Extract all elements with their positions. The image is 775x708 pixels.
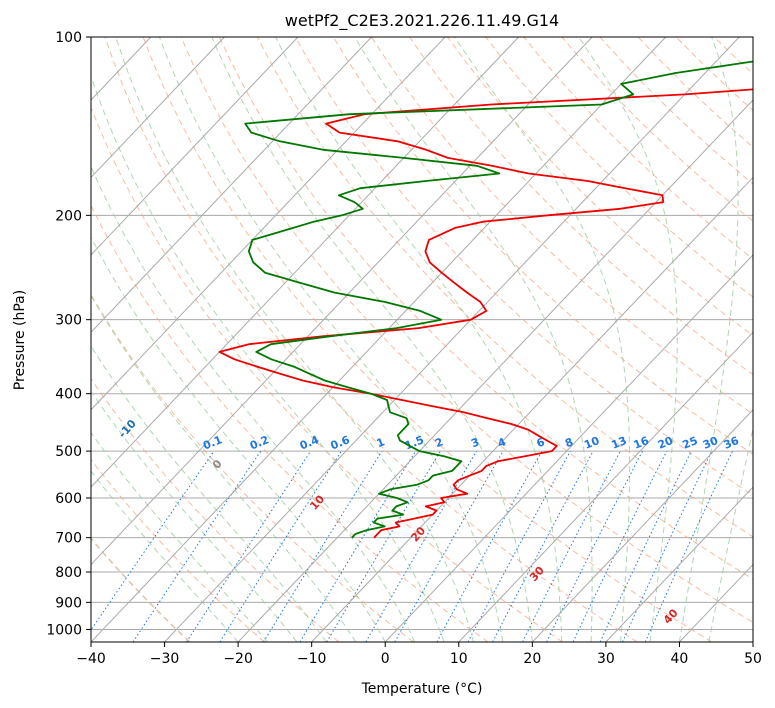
isotherm-line bbox=[91, 37, 667, 642]
dry-adiabat-line bbox=[142, 37, 713, 642]
mixing-ratio-line bbox=[186, 450, 312, 642]
mixing-ratio-label: 10 bbox=[582, 434, 601, 452]
isotherm-line bbox=[91, 37, 299, 256]
mixing-ratio-label: 8 bbox=[563, 435, 575, 450]
moist-adiabat-line bbox=[354, 37, 593, 642]
dry-adiabat-line bbox=[371, 37, 753, 415]
isotherm-line bbox=[531, 408, 753, 642]
y-tick-label: 200 bbox=[55, 208, 82, 224]
isotherm-line bbox=[458, 331, 753, 642]
x-tick-label: 50 bbox=[744, 651, 762, 667]
isotherm-line bbox=[605, 486, 753, 642]
dry-adiabat-line bbox=[91, 106, 563, 642]
x-axis: −40 −30 −20 −10 0 10 20 30 40 50 bbox=[76, 642, 762, 667]
y-tick-label: 400 bbox=[55, 387, 82, 403]
dry-adiabat-line bbox=[332, 37, 753, 455]
mixing-ratio-label: 20 bbox=[656, 434, 675, 452]
dry-adiabat-line bbox=[256, 37, 753, 538]
mixing-ratio-line bbox=[436, 450, 543, 642]
y-tick-label: 900 bbox=[55, 595, 82, 611]
y-tick-label: 700 bbox=[55, 531, 82, 547]
y-tick-label: 100 bbox=[55, 30, 82, 46]
mixing-ratio-label: 30 bbox=[701, 434, 720, 452]
x-tick-label: 0 bbox=[381, 651, 390, 667]
isotherm-line bbox=[384, 254, 753, 642]
moist-adiabat-line bbox=[91, 74, 445, 642]
mixing-ratio-label: 1 bbox=[375, 435, 387, 450]
mixing-ratio-label: 2 bbox=[433, 435, 445, 450]
isotherm-line bbox=[91, 37, 520, 488]
mixing-ratio-label: 25 bbox=[681, 434, 700, 452]
isotherm-line bbox=[91, 37, 225, 179]
mixing-ratio-line bbox=[219, 450, 342, 642]
x-tick-label: 30 bbox=[597, 651, 615, 667]
moist-adiabat-line bbox=[708, 426, 753, 642]
y-tick-label: 500 bbox=[55, 444, 82, 460]
moist-adiabat-line bbox=[211, 37, 533, 642]
mixing-ratio-line bbox=[546, 450, 643, 642]
mixing-ratio-line bbox=[572, 450, 668, 642]
dry-adiabat-line bbox=[104, 37, 638, 642]
x-tick-label: −10 bbox=[297, 651, 327, 667]
moist-adiabat-line bbox=[91, 345, 327, 642]
y-tick-label: 1000 bbox=[46, 622, 82, 638]
moist-adiabat-line bbox=[91, 236, 386, 642]
moist-adiabat-line bbox=[275, 37, 563, 642]
mixing-ratio-line bbox=[394, 450, 504, 642]
moist-adiabats bbox=[91, 37, 753, 642]
y-tick-label: 300 bbox=[55, 313, 82, 329]
y-axis-title: Pressure (hPa) bbox=[12, 290, 28, 390]
temperature-profile bbox=[218, 88, 753, 539]
moist-adiabat-line bbox=[578, 37, 678, 642]
isotherm-line bbox=[0, 37, 4, 642]
x-tick-label: −20 bbox=[223, 651, 253, 667]
plot-frame bbox=[90, 36, 754, 643]
dry-adiabat-line bbox=[409, 37, 753, 376]
moist-adiabat-line bbox=[159, 37, 504, 642]
mixing-ratio-label: 3 bbox=[469, 435, 481, 450]
plot-area: -100-90-80-70-60-50-40-30-20-10010203040… bbox=[0, 37, 753, 642]
dewpoint-profile bbox=[244, 60, 753, 539]
mixing-ratio-line bbox=[467, 450, 571, 642]
moist-adiabat-line bbox=[91, 470, 239, 642]
isotherm-line bbox=[164, 37, 740, 642]
x-tick-label: −30 bbox=[150, 651, 180, 667]
mixing-ratio-label: 13 bbox=[610, 434, 629, 452]
dry-adiabat-line bbox=[91, 458, 265, 642]
isotherm-line bbox=[91, 37, 446, 411]
mixing-ratio-line bbox=[91, 450, 215, 631]
profiles bbox=[218, 60, 753, 539]
isotherm-line bbox=[752, 641, 753, 642]
isotherm-line bbox=[91, 37, 372, 334]
y-tick-label: 600 bbox=[55, 491, 82, 507]
moist-adiabat-line bbox=[91, 294, 357, 642]
x-tick-label: 10 bbox=[450, 651, 468, 667]
mixing-ratio-label: 36 bbox=[722, 434, 741, 452]
moist-adiabat-line bbox=[91, 431, 268, 642]
isotherm-line bbox=[237, 99, 753, 642]
moist-adiabat-line bbox=[454, 37, 631, 642]
chart-title: wetPf2_C2E3.2021.226.11.49.G14 bbox=[285, 11, 559, 31]
x-tick-label: 40 bbox=[671, 651, 689, 667]
x-axis-title: Temperature (°C) bbox=[361, 681, 483, 697]
dry-adiabat-line bbox=[294, 37, 753, 496]
x-tick-label: 20 bbox=[523, 651, 541, 667]
x-tick-label: −40 bbox=[76, 651, 106, 667]
y-tick-label: 800 bbox=[55, 565, 82, 581]
isotherm-line bbox=[311, 176, 753, 642]
y-axis: 100 200 300 400 500 600 700 800 900 1000 bbox=[46, 30, 91, 638]
isotherm-gridlines bbox=[0, 37, 753, 642]
mixing-ratio-line bbox=[299, 450, 417, 642]
moist-adiabat-line bbox=[678, 37, 739, 642]
dry-adiabat-line bbox=[180, 37, 753, 623]
dry-adiabat-line bbox=[751, 37, 753, 39]
mixing-ratio-label: 16 bbox=[632, 434, 651, 452]
moist-adiabat-line bbox=[91, 390, 298, 642]
dry-adiabat-line bbox=[91, 537, 191, 642]
dry-adiabat-line bbox=[91, 204, 489, 642]
dry-adiabat-line bbox=[447, 37, 753, 337]
dry-adiabat-line bbox=[218, 37, 753, 580]
